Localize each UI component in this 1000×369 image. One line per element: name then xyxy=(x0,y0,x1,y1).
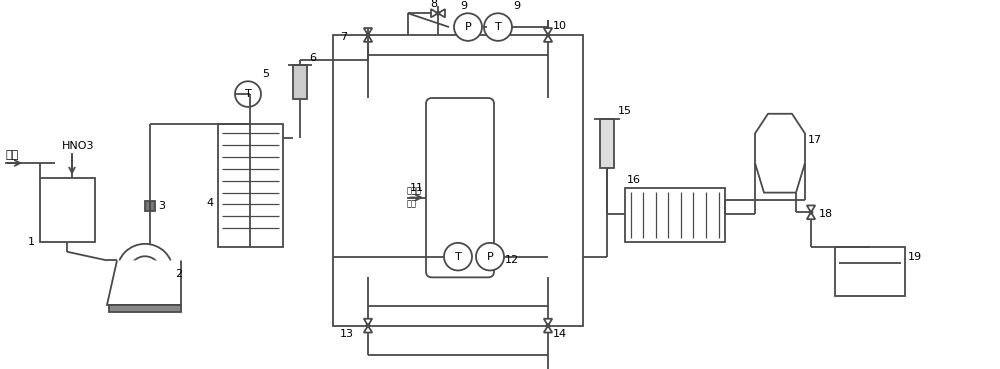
Polygon shape xyxy=(544,35,552,42)
Text: T: T xyxy=(245,89,251,99)
Text: 10: 10 xyxy=(553,21,567,31)
Circle shape xyxy=(546,34,550,37)
Text: 金属螯: 金属螯 xyxy=(407,187,422,196)
Text: 17: 17 xyxy=(808,135,822,145)
Text: 15: 15 xyxy=(618,106,632,116)
Text: 4: 4 xyxy=(206,197,213,207)
Text: 1: 1 xyxy=(28,237,35,247)
Polygon shape xyxy=(107,261,181,305)
Bar xyxy=(145,201,155,211)
Text: P: P xyxy=(465,22,471,32)
Bar xyxy=(333,35,583,325)
Circle shape xyxy=(235,81,261,107)
Text: 合剂: 合剂 xyxy=(407,200,417,208)
Circle shape xyxy=(117,244,173,299)
Circle shape xyxy=(130,256,160,287)
Text: 16: 16 xyxy=(627,175,641,185)
Circle shape xyxy=(436,12,440,15)
Bar xyxy=(40,178,95,242)
Text: 6: 6 xyxy=(309,52,316,62)
Polygon shape xyxy=(544,325,552,332)
Bar xyxy=(109,305,181,312)
Circle shape xyxy=(366,324,370,327)
Text: 7: 7 xyxy=(340,32,347,42)
Polygon shape xyxy=(807,206,815,212)
Polygon shape xyxy=(364,319,372,325)
FancyBboxPatch shape xyxy=(426,98,494,277)
Polygon shape xyxy=(438,9,445,17)
Circle shape xyxy=(810,211,812,214)
Text: 8: 8 xyxy=(430,0,437,10)
Text: 12: 12 xyxy=(505,255,519,265)
Text: 5: 5 xyxy=(262,69,269,79)
Text: T: T xyxy=(455,252,461,262)
Circle shape xyxy=(484,13,512,41)
Text: T: T xyxy=(495,22,501,32)
Text: P: P xyxy=(487,252,493,262)
Text: 13: 13 xyxy=(340,329,354,339)
Text: 14: 14 xyxy=(553,329,567,339)
Circle shape xyxy=(546,324,550,327)
Text: HNO3: HNO3 xyxy=(62,141,94,151)
Bar xyxy=(600,119,614,168)
Text: 进水: 进水 xyxy=(5,150,18,160)
Circle shape xyxy=(454,13,482,41)
Polygon shape xyxy=(431,9,438,17)
Text: 3: 3 xyxy=(158,201,165,211)
Text: 18: 18 xyxy=(819,209,833,219)
Polygon shape xyxy=(364,28,372,35)
Bar xyxy=(835,247,905,296)
Circle shape xyxy=(476,243,504,270)
Text: 11: 11 xyxy=(410,183,424,193)
Bar xyxy=(625,188,725,242)
Polygon shape xyxy=(755,114,805,193)
Bar xyxy=(293,65,307,99)
Text: 2: 2 xyxy=(175,269,182,279)
Polygon shape xyxy=(544,319,552,325)
Polygon shape xyxy=(544,28,552,35)
Text: 9: 9 xyxy=(513,1,520,11)
Polygon shape xyxy=(364,35,372,42)
Circle shape xyxy=(444,243,472,270)
Polygon shape xyxy=(807,212,815,219)
Polygon shape xyxy=(364,325,372,332)
Text: 19: 19 xyxy=(908,252,922,262)
Bar xyxy=(218,124,283,247)
Text: 9: 9 xyxy=(460,1,467,11)
Circle shape xyxy=(366,34,370,37)
